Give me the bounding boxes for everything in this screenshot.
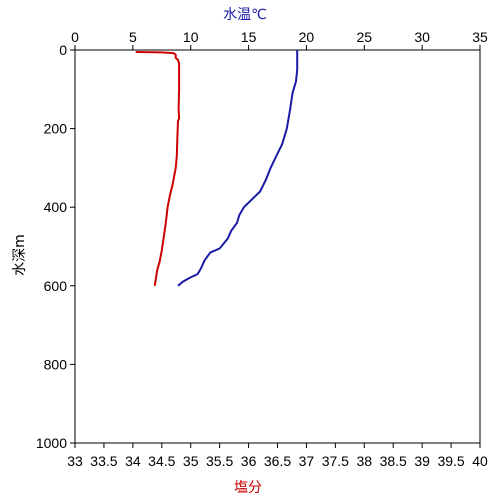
depth-axis-ticks: 0 200 400 600 800 1000 (36, 42, 75, 451)
salinity-profile-line (135, 51, 181, 286)
temperature-tick-label: 20 (299, 29, 315, 45)
salinity-tick-label: 38 (356, 453, 372, 469)
salinity-tick-label: 36 (241, 453, 257, 469)
temperature-tick-label: 15 (241, 29, 257, 45)
depth-tick-label: 200 (44, 121, 68, 137)
depth-tick-label: 1000 (36, 435, 67, 451)
depth-axis-title: 水深m (12, 234, 28, 276)
salinity-tick-label: 33 (67, 453, 83, 469)
depth-tick-label: 0 (59, 42, 67, 58)
salinity-tick-label: 35 (183, 453, 199, 469)
temperature-tick-label: 10 (183, 29, 199, 45)
temperature-tick-label: 0 (71, 29, 79, 45)
depth-tick-label: 800 (44, 356, 68, 372)
salinity-tick-label: 34.5 (148, 453, 175, 469)
salinity-tick-label: 36.5 (264, 453, 291, 469)
salinity-tick-label: 34 (125, 453, 141, 469)
temperature-axis-title: 水温℃ (223, 7, 267, 23)
salinity-tick-label: 38.5 (380, 453, 407, 469)
salinity-tick-label: 33.5 (90, 453, 117, 469)
depth-tick-label: 400 (44, 199, 68, 215)
salinity-tick-label: 39 (414, 453, 430, 469)
depth-tick-label: 600 (44, 278, 68, 294)
temperature-profile-line (177, 50, 299, 287)
temperature-tick-label: 30 (414, 29, 430, 45)
salinity-tick-label: 37 (299, 453, 315, 469)
salinity-axis-title: 塩分 (234, 480, 262, 496)
salinity-axis-ticks: 33 33.5 34 34.5 35 35.5 36 36.5 37 37.5 38 38.5 39 39… (67, 443, 488, 469)
temperature-tick-label: 5 (129, 29, 137, 45)
salinity-tick-label: 40 (472, 453, 488, 469)
temperature-axis-ticks: 0 5 10 15 20 25 30 35 (71, 29, 488, 50)
plot-frame (74, 49, 481, 444)
series-layer (135, 50, 299, 287)
temperature-tick-label: 35 (472, 29, 488, 45)
temperature-tick-label: 25 (356, 29, 372, 45)
salinity-tick-label: 37.5 (322, 453, 349, 469)
salinity-tick-label: 39.5 (437, 453, 464, 469)
salinity-tick-label: 35.5 (206, 453, 233, 469)
